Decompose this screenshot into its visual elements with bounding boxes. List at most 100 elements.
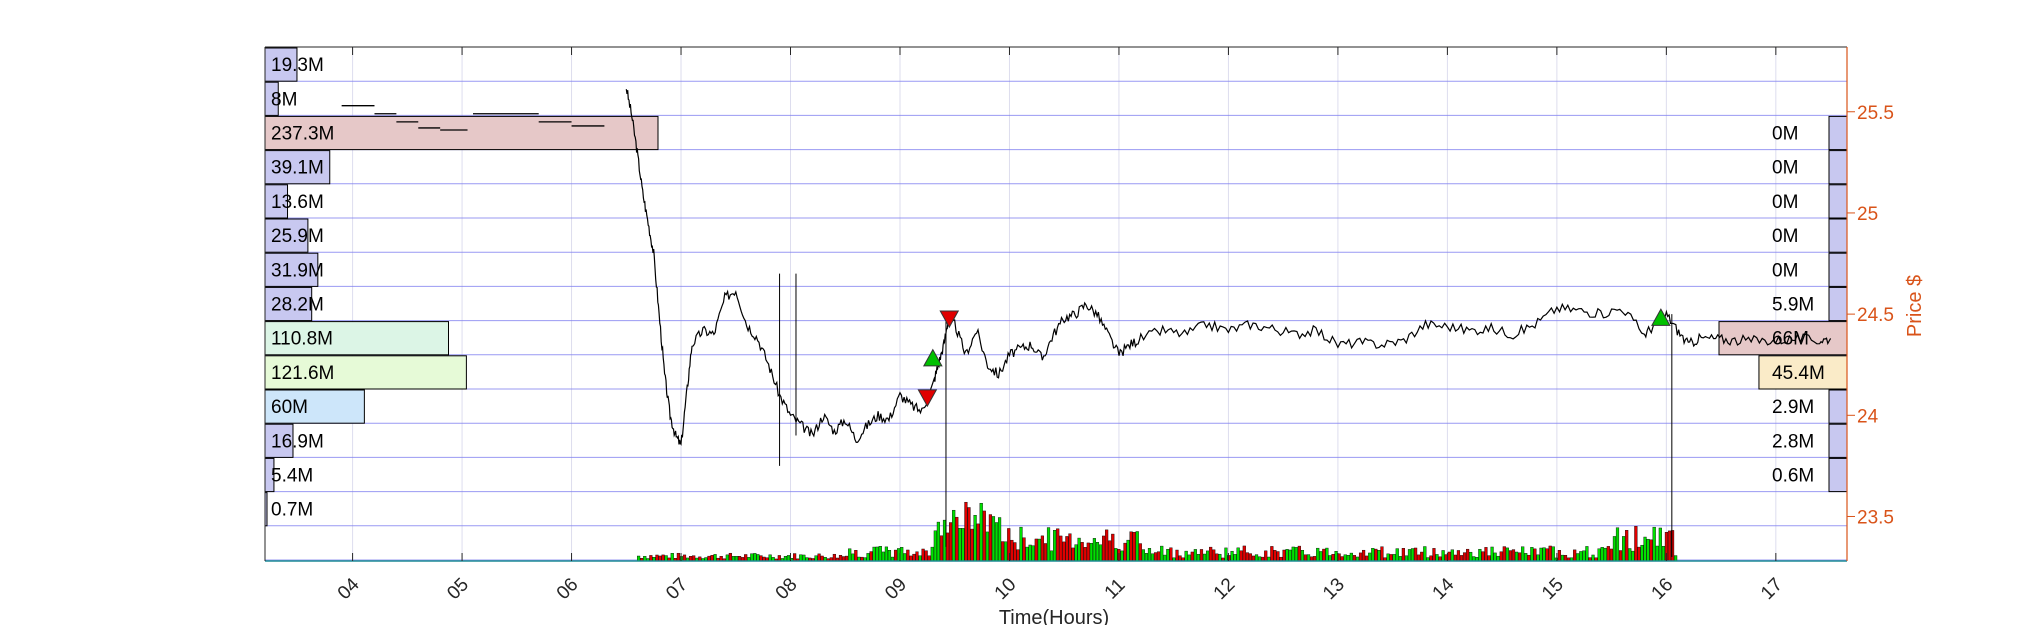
y-tick-label: 25 bbox=[1857, 204, 1878, 225]
left-profile-label: 121.6M bbox=[271, 363, 334, 384]
right-profile-label: 0M bbox=[1772, 158, 1798, 179]
volume-bar bbox=[1098, 544, 1103, 562]
volume-bar bbox=[1447, 551, 1451, 562]
volume-bar bbox=[753, 553, 757, 562]
volume-bar bbox=[1612, 536, 1617, 562]
volume-bar bbox=[1508, 550, 1513, 562]
volume-bar bbox=[1040, 535, 1044, 562]
left-profile-label: 60M bbox=[271, 397, 308, 418]
volume-bar bbox=[1331, 553, 1335, 562]
volume-bar bbox=[768, 554, 772, 562]
volume-bar bbox=[1634, 526, 1638, 562]
volume-bar bbox=[1563, 555, 1568, 562]
volume-bar bbox=[1306, 554, 1311, 562]
volume-bar bbox=[1414, 547, 1418, 562]
volume-bar bbox=[955, 516, 959, 562]
volume-bar bbox=[903, 553, 907, 562]
left-profile-label: 5.4M bbox=[271, 466, 313, 487]
right-profile-label: 0M bbox=[1772, 124, 1798, 145]
volume-bar bbox=[998, 517, 1002, 562]
volume-bar bbox=[1251, 555, 1256, 562]
volume-bar bbox=[1077, 537, 1081, 562]
volume-bar bbox=[1187, 554, 1191, 562]
x-axis-title: Time(Hours) bbox=[999, 607, 1109, 625]
right-profile-bar bbox=[1828, 286, 1848, 322]
volume-bar bbox=[1025, 546, 1029, 562]
volume-bar bbox=[728, 552, 732, 562]
left-profile-bar bbox=[264, 150, 331, 185]
volume-bar bbox=[710, 555, 714, 562]
volume-bar bbox=[1053, 530, 1057, 562]
volume-bar bbox=[655, 554, 659, 562]
volume-bar bbox=[909, 555, 913, 562]
volume-bar bbox=[1628, 548, 1632, 562]
volume-bar bbox=[1533, 548, 1537, 562]
volume-bar bbox=[936, 521, 940, 562]
right-profile-label: 45.4M bbox=[1772, 363, 1825, 384]
volume-bar bbox=[1123, 542, 1127, 562]
volume-bar bbox=[1086, 542, 1090, 562]
volume-bar bbox=[1175, 549, 1179, 562]
volume-bar bbox=[1395, 548, 1399, 562]
right-profile-bar bbox=[1828, 252, 1848, 287]
volume-bar bbox=[1521, 546, 1525, 562]
volume-bar bbox=[927, 555, 931, 562]
volume-bar bbox=[1401, 548, 1405, 562]
volume-bar bbox=[1505, 547, 1509, 562]
volume-bar bbox=[1319, 551, 1323, 562]
volume-bar bbox=[1435, 554, 1439, 562]
volume-bar bbox=[1646, 538, 1650, 562]
volume-bar bbox=[982, 510, 986, 562]
volume-bar bbox=[994, 522, 999, 562]
right-profile-label: 0.6M bbox=[1772, 466, 1814, 487]
volume-bar bbox=[1178, 555, 1182, 562]
buy-marker bbox=[1651, 308, 1671, 326]
volume-bar bbox=[1661, 545, 1665, 562]
volume-bar bbox=[1224, 547, 1228, 562]
trade-marker-layer bbox=[917, 308, 1671, 408]
volume-bar bbox=[637, 555, 641, 562]
volume-bar bbox=[918, 555, 922, 562]
volume-bar bbox=[1481, 551, 1485, 562]
left-profile-label: 19.3M bbox=[271, 55, 324, 76]
volume-bar bbox=[893, 549, 898, 562]
volume-bar bbox=[1184, 550, 1188, 562]
volume-bar bbox=[1625, 530, 1629, 562]
volume-bar bbox=[1328, 555, 1332, 562]
volume-bar bbox=[1092, 538, 1096, 562]
volume-bar bbox=[1138, 543, 1142, 562]
right-profile-bar bbox=[1828, 389, 1848, 424]
volume-bar bbox=[1441, 550, 1445, 562]
volume-bar bbox=[875, 546, 879, 562]
volume-bar bbox=[1037, 538, 1041, 562]
volume-bar bbox=[985, 531, 989, 562]
volume-bar bbox=[945, 532, 950, 562]
volume-bar bbox=[1374, 548, 1378, 562]
volume-bar bbox=[1129, 531, 1133, 562]
right-profile-label: 0M bbox=[1772, 192, 1798, 213]
volume-bar bbox=[1212, 549, 1216, 562]
volume-bar bbox=[949, 522, 953, 562]
volume-bar bbox=[682, 554, 687, 562]
left-profile-label: 13.6M bbox=[271, 192, 324, 213]
right-profile-bar bbox=[1828, 115, 1848, 151]
volume-bar bbox=[1065, 536, 1069, 562]
volume-bar bbox=[756, 554, 760, 562]
volume-bar bbox=[1120, 550, 1124, 562]
volume-bar bbox=[1490, 546, 1494, 562]
volume-bar bbox=[1493, 552, 1497, 562]
volume-bar bbox=[1105, 529, 1109, 562]
volume-bar bbox=[1392, 554, 1396, 562]
volume-bar bbox=[1276, 551, 1280, 562]
volume-bar bbox=[1453, 554, 1457, 562]
volume-bar bbox=[1618, 550, 1623, 562]
volume-bar bbox=[1674, 555, 1678, 562]
volume-bar bbox=[1114, 548, 1118, 562]
volume-bar bbox=[1358, 552, 1363, 562]
right-profile-bar bbox=[1828, 218, 1848, 253]
volume-bar bbox=[1163, 554, 1167, 562]
volume-bar bbox=[759, 555, 763, 562]
left-profile-label: 39.1M bbox=[271, 158, 324, 179]
volume-bar bbox=[1236, 547, 1240, 562]
